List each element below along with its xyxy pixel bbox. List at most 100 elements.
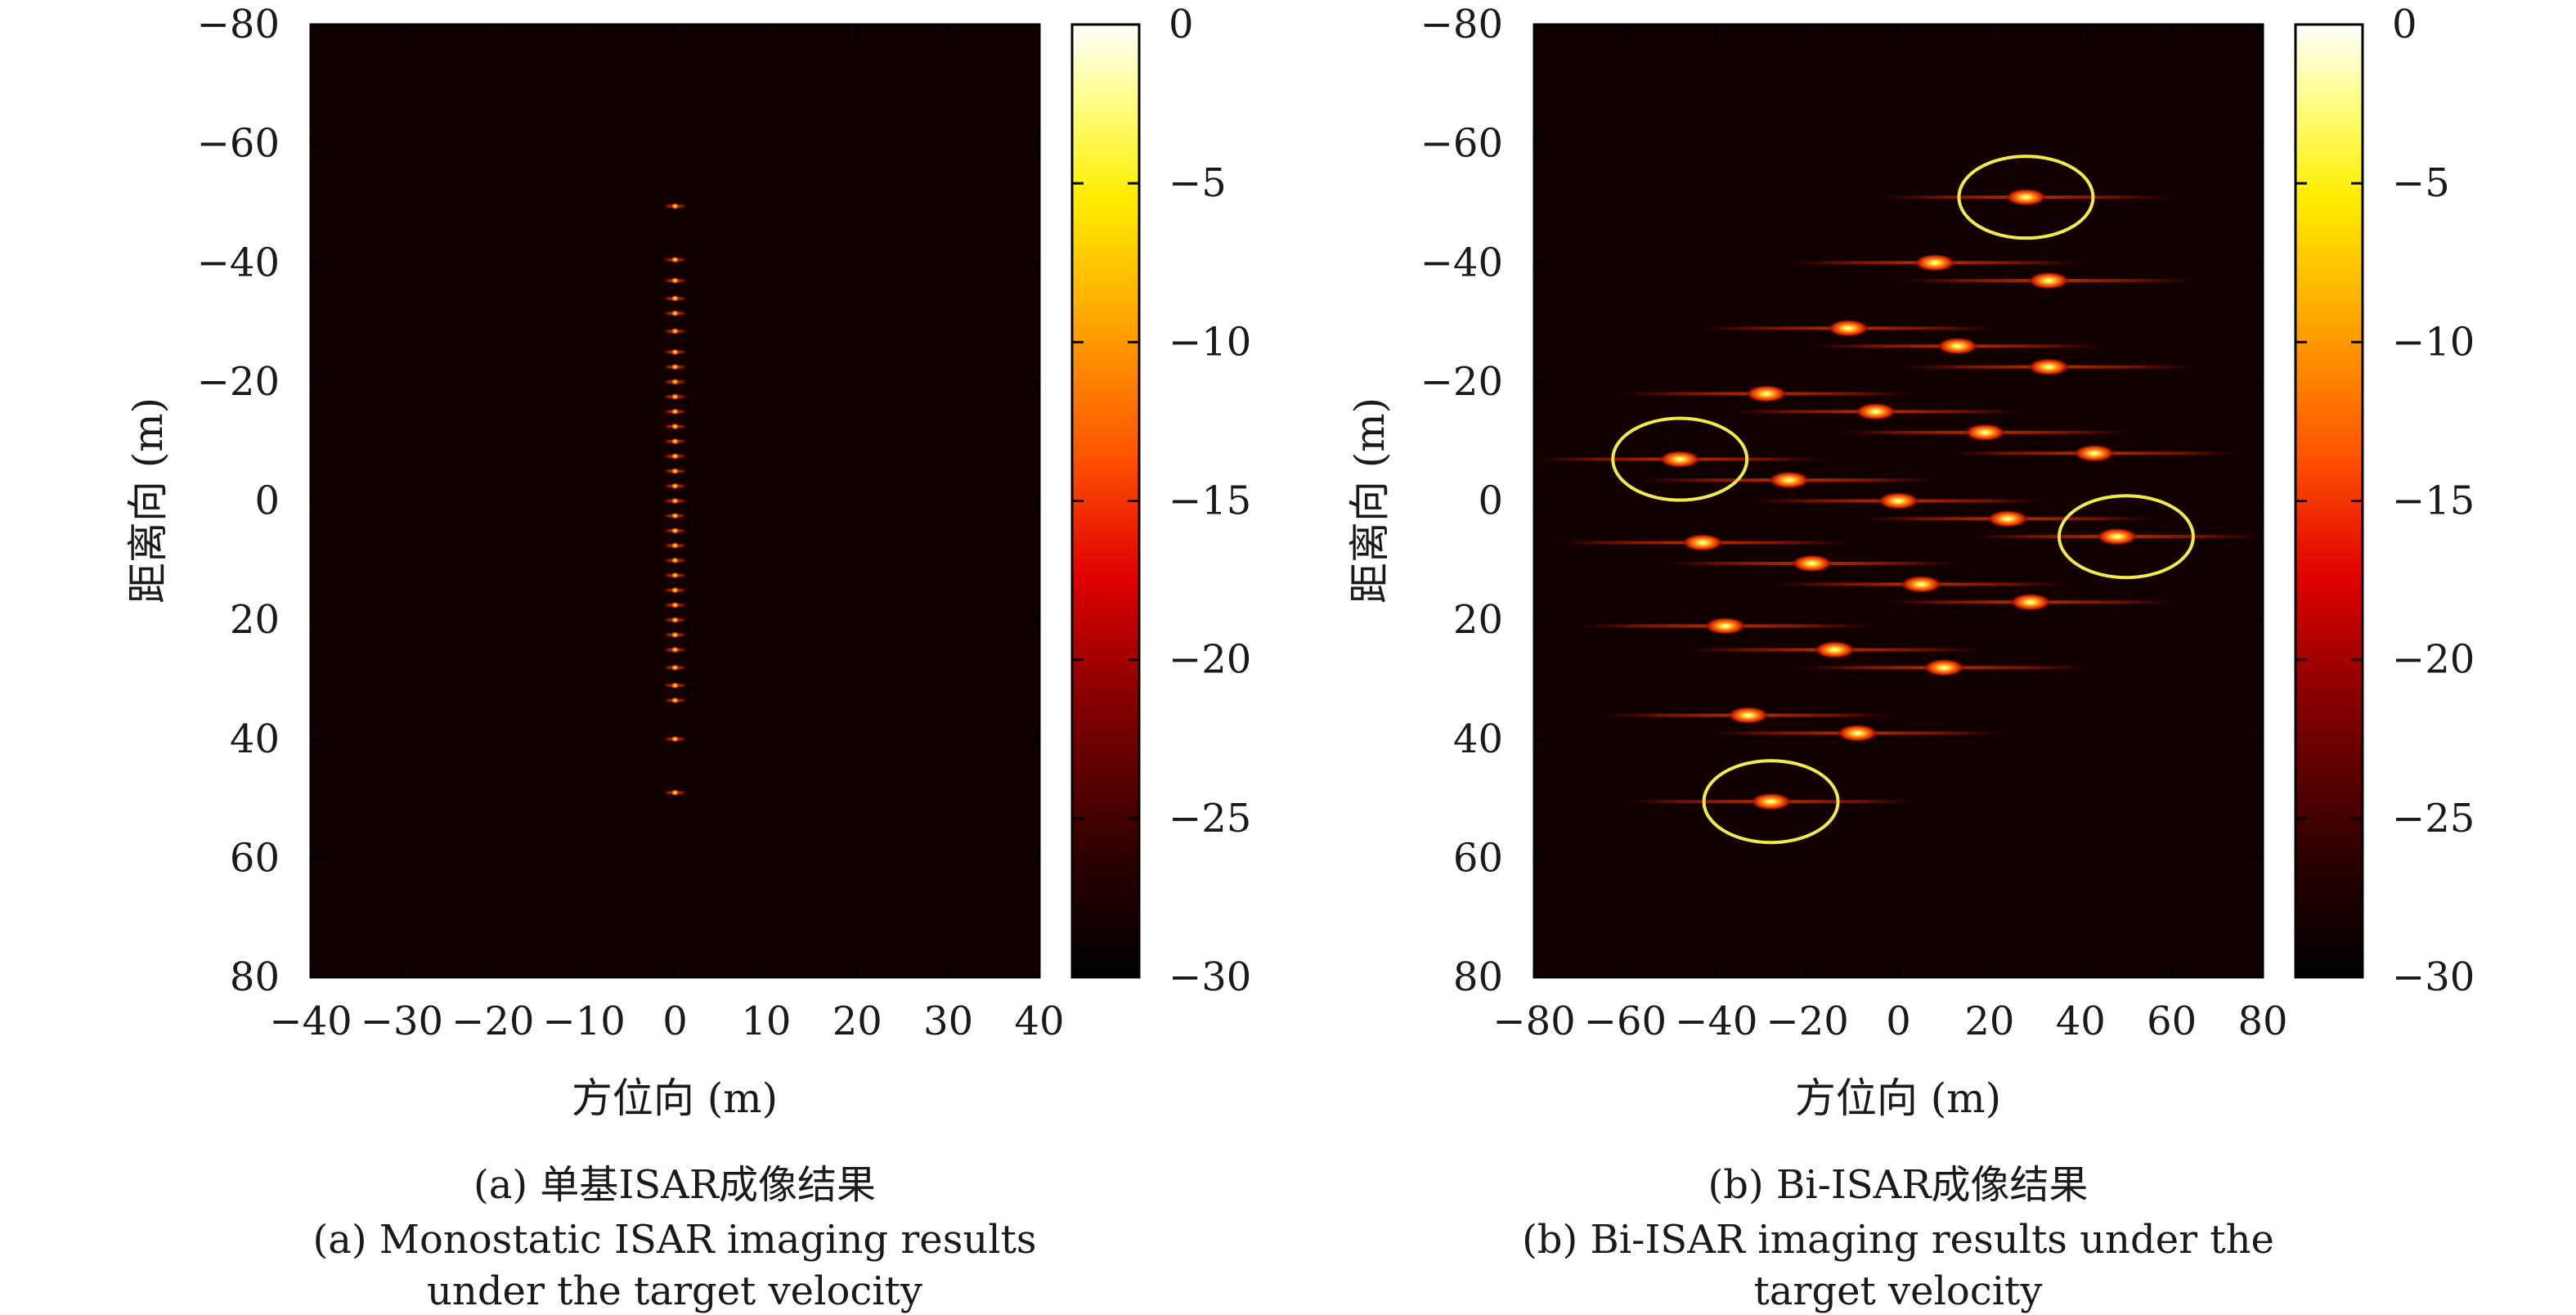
scatter-points-b	[1533, 188, 2264, 811]
y-tick-label: −60	[1420, 121, 1503, 167]
scatter-point	[663, 438, 687, 445]
colorbar-tick-label: −5	[2392, 160, 2450, 206]
x-axis-label-b: 方位向 (m)	[1795, 1075, 2001, 1122]
scatter-point	[663, 310, 687, 317]
scatter-point	[1664, 554, 1959, 572]
scatter-point	[663, 393, 687, 401]
x-tick-label: 0	[1886, 999, 1911, 1044]
y-ticks-a: −80 −60 −40 −20 0 20 40 60 80	[197, 2, 1039, 1000]
colorbar-tick-label: −15	[1169, 478, 1251, 524]
x-axis-label-a: 方位向 (m)	[572, 1075, 778, 1122]
scatter-point	[663, 378, 687, 385]
scatter-points-a	[663, 203, 687, 797]
scatter-point	[1810, 337, 2105, 356]
scatter-point	[663, 277, 687, 285]
colorbar-tick-label: −20	[2392, 637, 2475, 683]
scatter-point	[663, 452, 687, 460]
scatter-point	[663, 423, 687, 430]
scatter-point	[663, 468, 687, 475]
scatter-point	[1619, 384, 1914, 403]
x-tick-label: 20	[1964, 999, 2014, 1044]
highlight-ellipse	[1611, 416, 1749, 502]
scatter-point	[1623, 792, 1919, 811]
panel-b: −80 −60 −40 −20 0 20 40 60 80 −80−60−40−20020406…	[1346, 2, 2475, 1314]
scatter-point	[663, 586, 687, 594]
scatter-point	[663, 512, 687, 519]
scatter-point	[663, 697, 687, 704]
y-tick-label: 0	[1478, 478, 1503, 524]
colorbar-tick-label: −20	[1169, 637, 1251, 683]
colorbar-ticks-b: 0 −5 −10 −15 −20 −25 −30	[2296, 2, 2475, 1000]
colorbar-ticks-a: 0 −5 −10 −15 −20 −25 −30	[1072, 2, 1251, 1000]
y-tick-label: 40	[230, 716, 280, 762]
x-tick-label: 0	[662, 999, 688, 1044]
panel-a: −40 −30 −20 −10 0 10 20 30 40 −80−60−40−20020406…	[124, 2, 1251, 1314]
x-tick-label: 60	[2147, 999, 2197, 1044]
x-ticks-b: −80 −60 −40 −20 0 20 40 60 80	[1492, 25, 2288, 1044]
scatter-point	[663, 646, 687, 653]
x-tick-label: −80	[1492, 999, 1575, 1044]
y-tick-label: 20	[1453, 597, 1503, 643]
scatter-point	[663, 482, 687, 490]
scatter-point	[1901, 357, 2197, 376]
scatter-point	[663, 256, 687, 263]
scatter-point	[1860, 509, 2156, 528]
y-tick-label: −20	[1420, 359, 1503, 405]
scatter-point	[1641, 471, 1936, 490]
caption-en-b-line2: target velocity	[1754, 1268, 2043, 1314]
scatter-point	[1687, 640, 1982, 659]
scatter-point	[1969, 527, 2264, 546]
y-tick-label: −40	[1420, 240, 1503, 285]
x-tick-label: 10	[741, 999, 791, 1044]
y-ticks-b: −80 −60 −40 −20 0 20 40 60 80	[1420, 2, 2263, 1000]
scatter-point	[663, 542, 687, 550]
scatter-point	[1946, 444, 2242, 463]
colorbar-tick-label: −30	[1169, 954, 1251, 1000]
x-tick-label: −20	[1766, 999, 1848, 1044]
scatter-point	[1901, 272, 2197, 290]
scatter-point	[663, 327, 687, 334]
scatter-point	[663, 348, 687, 356]
caption-en-b-line1: (b) Bi-ISAR imaging results under the	[1522, 1217, 2274, 1263]
scatter-point	[1533, 450, 1828, 469]
highlight-ellipses-b	[1611, 155, 2195, 845]
highlight-ellipse	[1702, 759, 1840, 845]
scatter-point	[663, 527, 687, 534]
x-tick-label: 30	[923, 999, 973, 1044]
colorbar-tick-label: −5	[1169, 160, 1227, 206]
scatter-point	[663, 735, 687, 743]
x-tick-label: −10	[542, 999, 625, 1044]
y-tick-label: 40	[1453, 716, 1503, 762]
scatter-point	[663, 294, 687, 302]
y-tick-label: −40	[197, 240, 280, 285]
scatter-point	[1555, 533, 1851, 552]
caption-cn-b: (b) Bi-ISAR成像结果	[1708, 1162, 2089, 1208]
scatter-point	[663, 617, 687, 624]
scatter-point	[663, 789, 687, 797]
y-tick-label: 80	[1453, 954, 1503, 1000]
colorbar-tick-label: −10	[2392, 319, 2475, 365]
scatter-point	[1774, 575, 2069, 594]
y-tick-label: 0	[254, 478, 280, 524]
y-tick-label: 60	[230, 835, 280, 881]
scatter-point	[1788, 254, 2083, 272]
scatter-point	[663, 203, 687, 210]
scatter-point	[663, 664, 687, 671]
caption-cn-a: (a) 单基ISAR成像结果	[473, 1162, 876, 1208]
colorbar-tick-label: −25	[2392, 796, 2475, 842]
colorbar-tick-label: −25	[1169, 796, 1251, 842]
y-tick-label: −60	[197, 121, 280, 167]
scatter-point	[663, 408, 687, 415]
scatter-point	[1710, 724, 2005, 743]
x-tick-label: −60	[1584, 999, 1667, 1044]
scatter-point	[1600, 706, 1896, 725]
y-tick-label: 60	[1453, 835, 1503, 881]
x-tick-label: 20	[832, 999, 882, 1044]
scatter-point	[663, 572, 687, 579]
caption-en-a-line1: (a) Monostatic ISAR imaging results	[312, 1217, 1036, 1263]
colorbar-tick-label: 0	[2392, 2, 2417, 47]
x-tick-label: −40	[1675, 999, 1757, 1044]
caption-en-a-line2: under the target velocity	[427, 1268, 922, 1314]
scatter-point	[1797, 658, 2092, 677]
